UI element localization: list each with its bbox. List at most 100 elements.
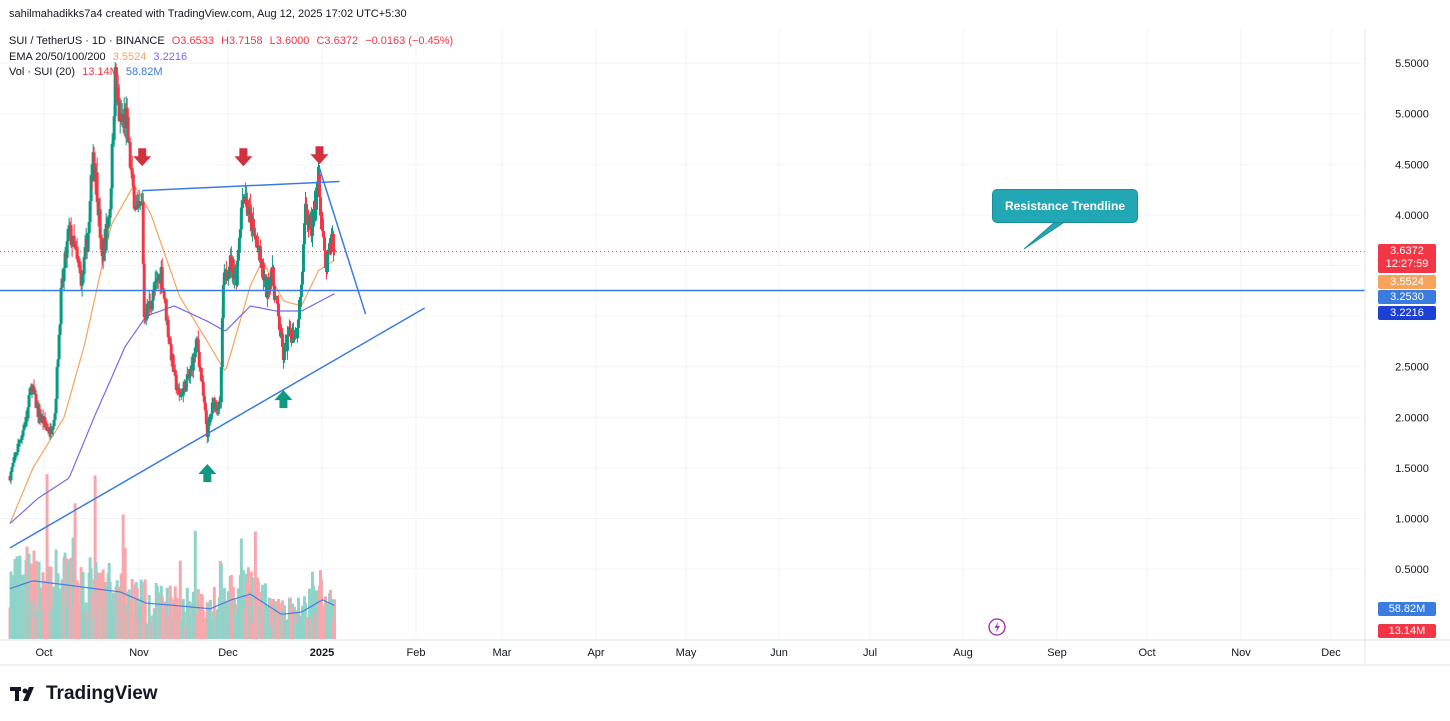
ema50-line xyxy=(9,183,335,524)
volume-bar xyxy=(283,619,287,639)
candle-body xyxy=(70,244,74,246)
candle-body xyxy=(57,334,61,360)
y-tick-label: 5.0000 xyxy=(1395,109,1429,121)
candle-body xyxy=(262,277,266,281)
candle-body xyxy=(199,367,203,381)
candle-body xyxy=(240,201,244,208)
candle-body xyxy=(50,429,54,434)
candle-body xyxy=(193,347,197,358)
x-tick-label: Jul xyxy=(863,647,877,659)
candle-body xyxy=(62,267,66,282)
candle-body xyxy=(160,267,164,289)
x-tick-label: Nov xyxy=(1231,647,1251,659)
volume-bar xyxy=(166,614,170,639)
countdown-value: 12:27:59 xyxy=(1385,258,1429,270)
volume-bar xyxy=(34,560,38,639)
candle-body xyxy=(181,388,185,396)
tradingview-logo-icon xyxy=(10,687,34,701)
candle-body xyxy=(51,426,55,430)
volume-bar xyxy=(178,560,182,639)
candle-body xyxy=(106,218,110,229)
candle-body xyxy=(89,175,93,202)
x-tick-label: Apr xyxy=(587,647,604,659)
candle-body xyxy=(119,113,123,122)
candle-body xyxy=(200,380,204,382)
candle-body xyxy=(232,273,236,279)
candle-body xyxy=(169,344,173,361)
candle-body xyxy=(43,417,47,424)
candle-body xyxy=(161,288,165,290)
candle-body xyxy=(150,300,154,309)
candle-body xyxy=(305,209,309,225)
candle-body xyxy=(298,296,302,300)
candle-body xyxy=(129,167,133,170)
volume-bar xyxy=(116,586,120,639)
candle-body xyxy=(201,381,205,396)
x-tick-label: Dec xyxy=(218,647,238,659)
candle-body xyxy=(241,201,245,203)
y-tick-label: 2.5000 xyxy=(1395,362,1429,374)
volume-legend[interactable]: Vol · SUI (20) 13.14M 58.82M xyxy=(9,66,167,79)
volume-bar xyxy=(274,602,278,639)
candle-body xyxy=(30,385,34,391)
volume-bar xyxy=(300,605,304,639)
volume-bar xyxy=(46,566,50,639)
candle-body xyxy=(93,163,97,182)
candle-body xyxy=(222,272,226,286)
x-tick-label: May xyxy=(676,647,697,659)
volume-bar xyxy=(268,598,272,639)
lightning-icon[interactable] xyxy=(988,618,1006,636)
candle-body xyxy=(219,367,223,403)
candle-body xyxy=(296,319,300,328)
candle-body xyxy=(261,262,265,281)
candle-body xyxy=(328,243,332,253)
candle-body xyxy=(255,242,259,249)
volume-bar xyxy=(173,586,177,639)
volume-bar xyxy=(226,591,230,639)
candle-body xyxy=(69,225,73,245)
candle-body xyxy=(198,366,202,368)
volume-bar xyxy=(303,602,307,639)
candle-body xyxy=(314,194,318,210)
candle-body xyxy=(253,234,257,240)
change-label: −0.0163 (−0.45%) xyxy=(365,35,454,47)
x-axis-ticks: Oct Nov Dec 2025 Feb Mar Apr May Jun Jul Aug Sep Oct… xyxy=(35,647,1341,659)
candle-body xyxy=(238,229,242,239)
candle-body xyxy=(66,231,70,242)
candle-body xyxy=(203,402,207,411)
candle-body xyxy=(23,426,27,428)
volume-bar xyxy=(208,599,212,639)
candle-body xyxy=(56,359,60,368)
ema50-value: 3.5524 xyxy=(112,51,147,63)
candle-body xyxy=(239,207,243,230)
volume-bar xyxy=(319,579,323,639)
candle-body xyxy=(28,388,32,396)
candle-body xyxy=(215,409,219,411)
resistance-trendline-callout[interactable]: Resistance Trendline xyxy=(992,189,1138,223)
candle-body xyxy=(173,369,177,375)
symbol-legend[interactable]: SUI / TetherUS · 1D · BINANCE O3.6533 H3… xyxy=(9,35,457,48)
volume-bar xyxy=(45,474,49,639)
candle-body xyxy=(138,202,142,206)
tradingview-logo[interactable]: TradingView xyxy=(10,683,158,705)
candle-body xyxy=(44,423,48,427)
candle-body xyxy=(271,267,275,287)
candle-body xyxy=(26,407,30,419)
candle-body xyxy=(124,107,128,129)
candle-body xyxy=(116,87,120,102)
candle-body xyxy=(45,426,49,428)
candle-body xyxy=(19,439,23,441)
candle-body xyxy=(53,413,57,420)
volume-bar xyxy=(314,590,318,639)
candle-body xyxy=(132,186,136,209)
candle-body xyxy=(196,339,200,353)
candle-body xyxy=(248,207,252,213)
candle-body xyxy=(197,352,201,367)
candle-body xyxy=(330,234,334,244)
candle-body xyxy=(111,139,115,144)
ema-legend[interactable]: EMA 20/50/100/200 3.5524 3.2216 xyxy=(9,51,191,64)
y-tick-label: 4.0000 xyxy=(1395,210,1429,222)
candle-body xyxy=(27,395,31,408)
close-label: C3.6372 xyxy=(316,35,359,47)
